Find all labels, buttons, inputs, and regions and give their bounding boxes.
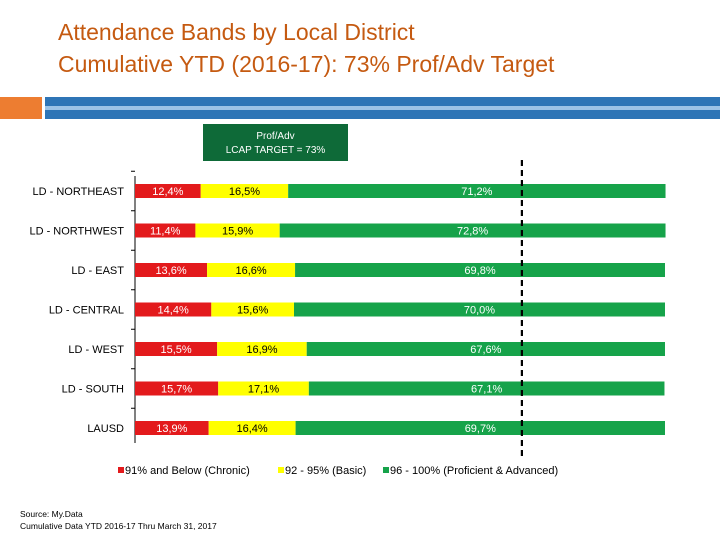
bar-segment [295,421,665,435]
data-label: 15,6% [237,305,268,317]
bar-segment [279,223,666,238]
data-label: 67,6% [470,344,501,356]
bar-segment [135,381,219,396]
legend-label: 92 - 95% (Basic) [285,465,366,477]
category-label: LD - WEST [68,344,124,356]
category-label: LD - NORTHWEST [29,226,124,238]
data-label: 11,4% [150,226,181,238]
data-label: 69,8% [464,265,495,277]
bar-segment [207,263,296,277]
data-label: 71,2% [461,186,492,198]
target-label-line-1: Prof/Adv [256,131,294,142]
data-label: 67,1% [471,384,502,396]
data-label: 16,9% [246,344,277,356]
legend-swatch [278,467,284,473]
target-label-box [203,124,348,161]
bar-segment [217,342,307,356]
data-label: 16,6% [235,265,266,277]
bar-segment [135,302,212,317]
chart-title: Attendance Bands by Local District Cumul… [58,16,698,80]
bar-segment [218,381,309,396]
target-label-line-2: LCAP TARGET = 73% [226,145,326,156]
bar-segment [135,263,208,277]
data-label: 69,7% [465,423,496,435]
data-label: 15,9% [222,226,253,238]
legend-swatch [383,467,389,473]
title-line-2: Cumulative YTD (2016-17): 73% Prof/Adv T… [58,51,555,77]
legend-label: 91% and Below (Chronic) [125,465,250,477]
legend-swatch [118,467,124,473]
data-label: 70,0% [464,305,495,317]
bar-segment [200,184,289,198]
bar-segment [135,421,209,435]
source-note: Source: My.Data Cumulative Data YTD 2016… [20,508,217,532]
data-label: 13,9% [156,423,187,435]
bar-segment [135,184,201,198]
bar-segment [306,342,665,356]
bar-segment [288,184,666,198]
category-label: LAUSD [87,423,124,435]
category-label: LD - SOUTH [62,384,124,396]
bar-segment [211,302,294,317]
source-line-2: Cumulative Data YTD 2016-17 Thru March 3… [20,521,217,531]
bar-segment [195,223,280,238]
header-rule-accent [0,97,42,119]
category-label: LD - CENTRAL [49,305,124,317]
data-label: 12,4% [152,186,183,198]
data-label: 14,4% [158,305,189,317]
category-label: LD - EAST [71,265,124,277]
data-label: 16,4% [237,423,268,435]
bar-segment [135,223,196,238]
bar-segment [308,381,665,396]
title-line-1: Attendance Bands by Local District [58,19,415,45]
source-line-1: Source: My.Data [20,509,83,519]
bar-segment [295,263,665,277]
data-label: 13,6% [155,265,186,277]
header-rule-highlight [45,106,720,110]
bar-segment [208,421,296,435]
data-label: 16,5% [229,186,260,198]
data-label: 15,5% [160,344,191,356]
legend-label: 96 - 100% (Proficient & Advanced) [390,465,558,477]
bar-segment [135,342,218,356]
category-label: LD - NORTHEAST [33,186,125,198]
data-label: 15,7% [161,384,192,396]
bar-segment [294,302,665,317]
stacked-bar-chart: LD - NORTHEAST 12,4% 16,5% 71,2% LD - NORTHW… [29,124,666,477]
data-label: 17,1% [248,384,279,396]
data-label: 72,8% [457,226,488,238]
